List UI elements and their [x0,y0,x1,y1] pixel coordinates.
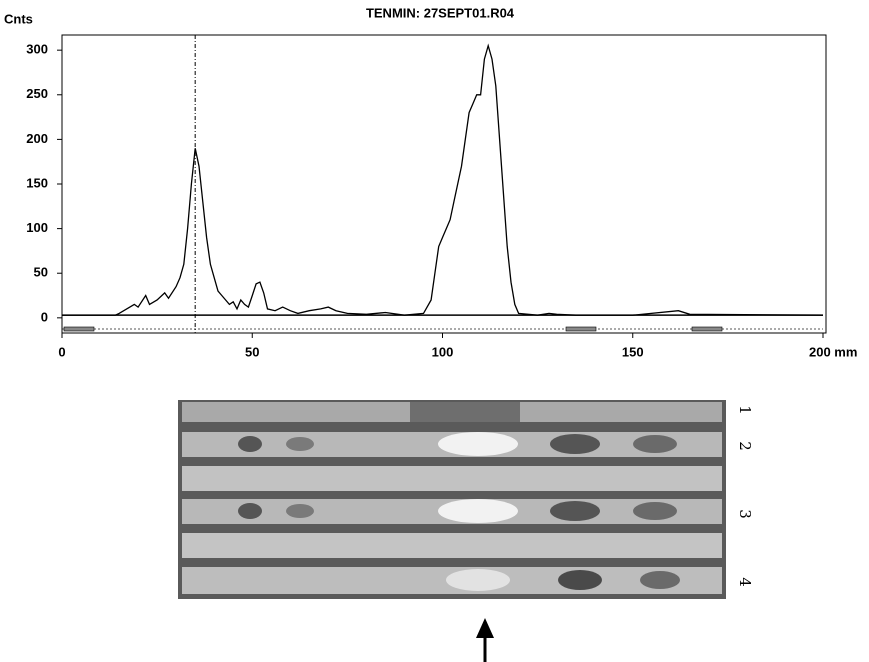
region-bar [62,326,823,332]
y-axis-label: Cnts [4,11,33,26]
x-tick-label: 100 [432,344,454,359]
trace [62,43,824,316]
lane-label: 4 [736,577,754,587]
tlc-plate [178,400,726,599]
y-tick-label: 200 [26,131,48,146]
plot-frame [61,34,827,334]
y-tick-label: 300 [26,42,48,57]
y-tick-label: 50 [34,265,48,280]
lane-label: 3 [736,509,754,519]
x-tick-label: 0 [58,344,65,359]
y-tick-label: 150 [26,175,48,190]
y-tick-label: 100 [26,220,48,235]
y-tick-label: 0 [41,309,48,324]
arrow [476,618,494,662]
y-tick-label: 250 [26,86,48,101]
x-tick-label: 200 mm [809,344,857,359]
lane-label: 1 [736,405,754,415]
x-tick-label: 150 [622,344,644,359]
x-tick-label: 50 [245,344,259,359]
chart-title: TENMIN: 27SEPT01.R04 [366,5,515,20]
lane-label: 2 [736,441,754,451]
